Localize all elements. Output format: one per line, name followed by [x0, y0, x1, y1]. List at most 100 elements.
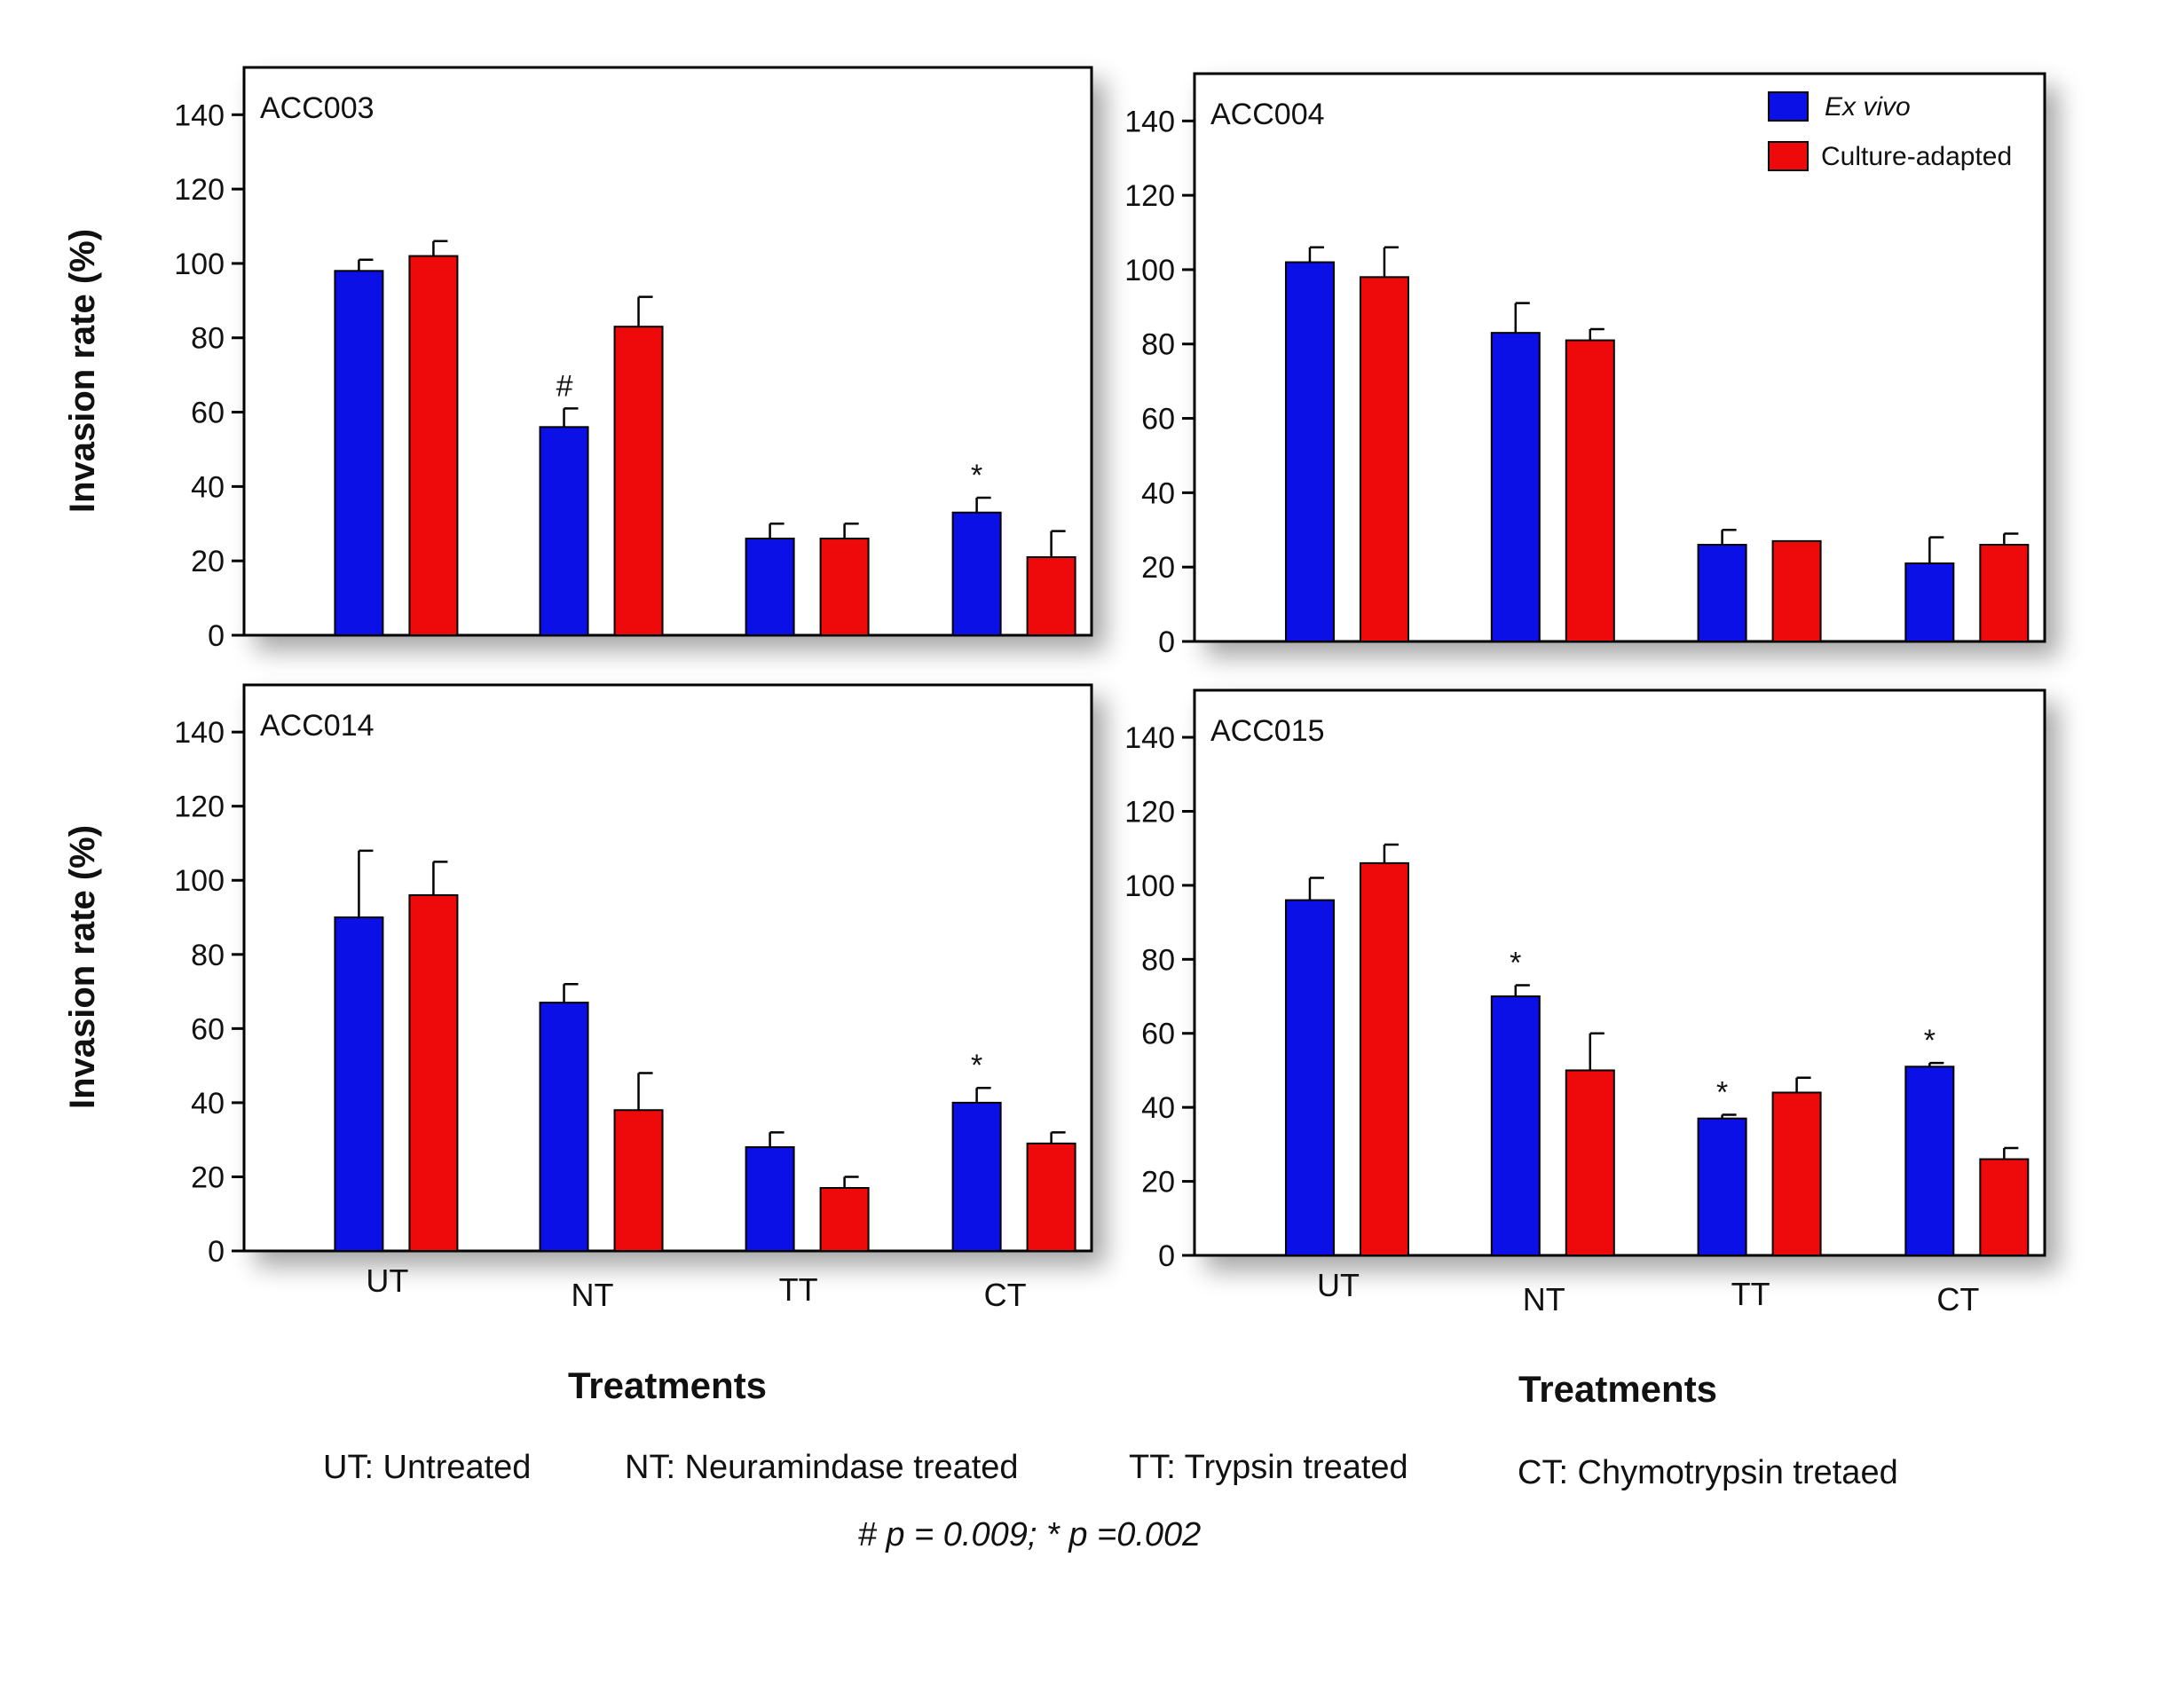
y-tick-label: 20	[191, 1160, 225, 1194]
y-tick-label: 120	[174, 173, 225, 207]
y-tick-label: 40	[191, 470, 225, 504]
panel-acc014: ACC014 0 20 40 60 80 100 120 140 * UT NT TT CT	[174, 683, 1093, 1313]
y-tick-label: 20	[1141, 1166, 1175, 1199]
y-tick-label: 0	[1158, 1239, 1175, 1273]
bar-culture-adapted-ut	[408, 893, 459, 1252]
bar-culture-adapted-nt	[1565, 339, 1615, 642]
panel-acc004: ACC004 0 20 40 60 80 100 120 140	[1124, 72, 2046, 659]
bar-ex-vivo-nt	[539, 426, 589, 636]
y-tick-label: 120	[1124, 795, 1175, 829]
y-tick-label: 120	[174, 790, 225, 824]
y-tick-label: 140	[1124, 721, 1175, 755]
significance-marker: *	[1510, 947, 1521, 980]
legend-swatch-ex-vivo	[1768, 91, 1809, 122]
bar-ex-vivo-ct	[951, 511, 1002, 636]
significance-marker: *	[971, 1049, 982, 1082]
bar-ex-vivo-ct	[951, 1101, 1002, 1252]
y-tick-label: 40	[1141, 1091, 1175, 1125]
y-tick-label: 80	[191, 322, 225, 356]
y-tick-label: 120	[1124, 179, 1175, 213]
y-tick-label: 20	[1141, 551, 1175, 585]
bar-culture-adapted-nt	[1565, 1069, 1615, 1257]
y-tick-label: 60	[1141, 403, 1175, 436]
x-tick-label: NT	[572, 1277, 614, 1313]
bar-ex-vivo-ct	[1904, 1066, 1955, 1257]
footnote-pvalues: # p = 0.009; * p =0.002	[858, 1516, 1202, 1553]
panel-title: ACC014	[260, 709, 375, 743]
bar-ex-vivo-tt	[1697, 544, 1747, 642]
x-tick-label: UT	[1317, 1267, 1360, 1303]
y-tick-label: 80	[1141, 328, 1175, 362]
panel-title: ACC004	[1210, 98, 1325, 131]
y-tick-label: 100	[174, 864, 225, 898]
plot-frame	[1193, 688, 2046, 1257]
footnote-ut: UT: Untreated	[323, 1449, 531, 1486]
legend-swatch-culture-adapted	[1768, 141, 1809, 171]
significance-marker: *	[971, 459, 982, 492]
bar-ex-vivo-ct	[1904, 562, 1955, 643]
x-tick-label: TT	[1731, 1276, 1770, 1312]
significance-marker: *	[1716, 1076, 1728, 1110]
legend-label-ex-vivo: Ex vivo	[1825, 92, 1911, 122]
panel-acc015: ACC015 0 20 40 60 80 100 120 140 * * * UT NT TT CT	[1124, 688, 2046, 1317]
plot-frame	[242, 683, 1093, 1253]
y-tick-label: 60	[191, 1012, 225, 1046]
y-tick-label: 140	[1124, 105, 1175, 138]
y-tick-label: 80	[1141, 943, 1175, 977]
bar-culture-adapted-tt	[819, 538, 870, 636]
x-axis-label-left: Treatments	[568, 1364, 767, 1406]
y-tick-label: 100	[1124, 869, 1175, 903]
bar-culture-adapted-tt	[1771, 539, 1822, 642]
bar-ex-vivo-ut	[1284, 899, 1335, 1256]
bar-ex-vivo-ut	[334, 270, 384, 636]
y-tick-label: 0	[208, 1235, 225, 1269]
y-tick-label: 20	[191, 545, 225, 578]
bar-ex-vivo-ut	[334, 916, 384, 1253]
bar-culture-adapted-tt	[1771, 1091, 1822, 1257]
bar-culture-adapted-ut	[408, 255, 459, 636]
x-tick-label: CT	[984, 1277, 1027, 1313]
y-tick-label: 140	[174, 716, 225, 750]
y-tick-label: 0	[1158, 625, 1175, 659]
plot-frame	[1193, 72, 2046, 643]
panel-title: ACC003	[260, 91, 375, 125]
plot-frame	[242, 66, 1093, 637]
bar-culture-adapted-ut	[1359, 861, 1409, 1257]
footnote-tt: TT: Trypsin treated	[1129, 1449, 1408, 1486]
y-axis-label-bottom: Invasion rate (%)	[63, 825, 102, 1109]
y-tick-label: 140	[174, 98, 225, 132]
bar-culture-adapted-tt	[819, 1186, 870, 1252]
bar-ex-vivo-nt	[539, 1002, 589, 1253]
legend: Ex vivo Culture-adapted	[1768, 91, 2012, 171]
bar-culture-adapted-ct	[1979, 544, 2030, 642]
bar-culture-adapted-ct	[1026, 1142, 1076, 1253]
panel-acc003: ACC003 0 20 40 60 80 100 120 140 # *	[174, 66, 1093, 653]
legend-label-culture-adapted: Culture-adapted	[1821, 142, 2012, 171]
panel-title: ACC015	[1210, 714, 1325, 748]
x-tick-label: UT	[366, 1262, 408, 1299]
significance-marker: *	[1924, 1024, 1936, 1058]
footnote-ct: CT: Chymotrypsin tretaed	[1518, 1454, 1898, 1491]
y-tick-label: 40	[1141, 476, 1175, 510]
y-tick-label: 100	[174, 248, 225, 281]
bar-ex-vivo-nt	[1490, 995, 1541, 1256]
y-tick-label: 60	[191, 397, 225, 430]
y-tick-label: 80	[191, 939, 225, 972]
bar-ex-vivo-tt	[745, 1146, 795, 1252]
bar-ex-vivo-ut	[1284, 261, 1335, 642]
x-tick-label: CT	[1936, 1281, 1979, 1317]
footnote-nt: NT: Neuramindase treated	[625, 1449, 1019, 1486]
bar-ex-vivo-tt	[745, 538, 795, 636]
significance-marker: #	[556, 369, 573, 403]
bar-culture-adapted-ct	[1979, 1158, 2030, 1257]
bar-culture-adapted-ct	[1026, 555, 1076, 637]
y-tick-label: 0	[208, 619, 225, 653]
x-tick-label: NT	[1523, 1281, 1565, 1317]
x-tick-label: TT	[779, 1271, 818, 1308]
bar-culture-adapted-ut	[1359, 276, 1409, 642]
y-axis-label-top: Invasion rate (%)	[63, 229, 102, 513]
y-tick-label: 100	[1124, 254, 1175, 287]
bar-ex-vivo-tt	[1697, 1117, 1747, 1257]
y-tick-label: 60	[1141, 1018, 1175, 1051]
